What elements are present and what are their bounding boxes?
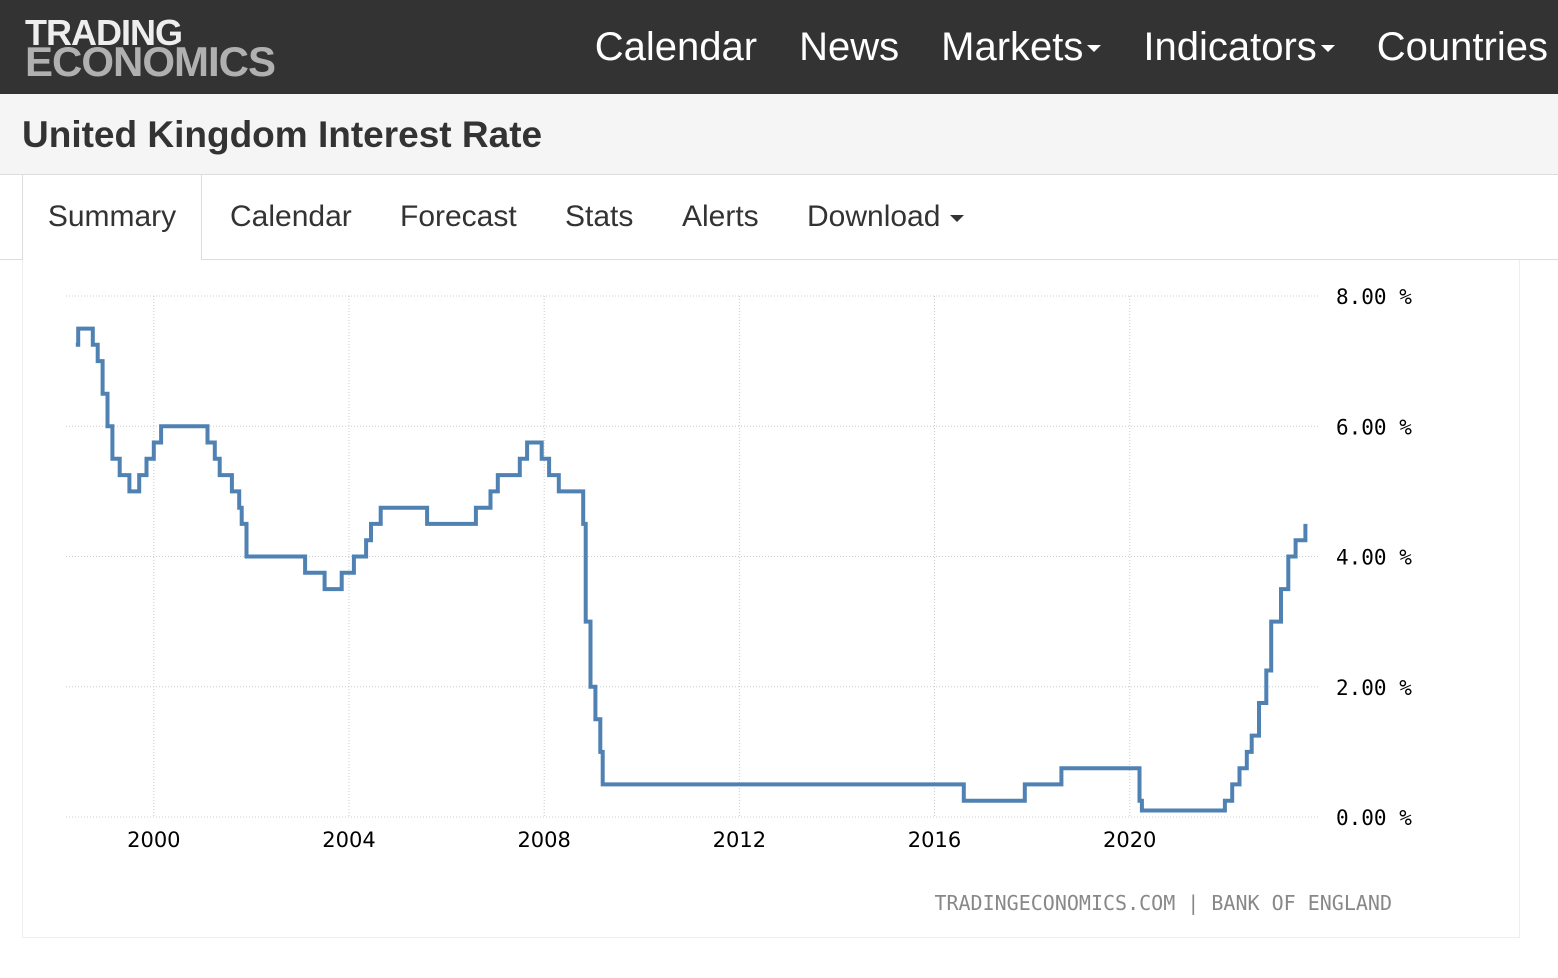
caret-down-icon [1320, 45, 1335, 53]
x-tick-label: 2000 [127, 828, 180, 852]
tab-label: Forecast [400, 200, 517, 233]
x-tick-label: 2020 [1103, 828, 1156, 852]
tab-forecast[interactable]: Forecast [400, 175, 517, 259]
y-tick-label: 6.00 % [1336, 415, 1412, 439]
nav-indicators[interactable]: Indicators [1143, 24, 1335, 70]
tab-label: Alerts [682, 200, 759, 233]
nav-markets[interactable]: Markets [941, 24, 1102, 70]
tab-label: Summary [47, 200, 177, 233]
tab-label: Download [807, 200, 941, 233]
nav-label: News [799, 24, 900, 69]
nav-label: Countries [1376, 24, 1548, 69]
x-tick-label: 2012 [713, 828, 766, 852]
nav-label: Calendar [594, 24, 758, 69]
source-attribution: TRADINGECONOMICS.COM | BANK OF ENGLAND [934, 891, 1392, 915]
nav-calendar[interactable]: Calendar [595, 25, 757, 70]
y-tick-label: 0.00 % [1336, 806, 1412, 830]
caret-down-icon [1087, 45, 1102, 53]
nav-countries[interactable]: Countries [1377, 25, 1548, 70]
logo-line-2: ECONOMICS [25, 38, 276, 85]
title-bar: United Kingdom Interest Rate [0, 94, 1558, 175]
tab-stats[interactable]: Stats [565, 175, 633, 259]
tab-summary[interactable]: Summary [22, 175, 202, 260]
series-line [75, 326, 1308, 813]
top-navbar: TRADING ECONOMICS Calendar News Markets Ind… [0, 0, 1558, 94]
x-tick-label: 2016 [908, 828, 961, 852]
x-tick-label: 2004 [322, 828, 375, 852]
y-tick-label: 2.00 % [1336, 676, 1412, 700]
nav-label: Markets [941, 24, 1084, 69]
trading-economics-logo[interactable]: TRADING ECONOMICS [25, 12, 276, 85]
x-tick-label: 2008 [517, 828, 570, 852]
tab-label: Calendar [230, 200, 352, 233]
nav-label: Indicators [1143, 24, 1317, 69]
y-tick-label: 4.00 % [1336, 546, 1412, 570]
nav-news[interactable]: News [799, 25, 899, 70]
y-tick-label: 8.00 % [1336, 285, 1412, 309]
tab-alerts[interactable]: Alerts [682, 175, 759, 259]
tab-download[interactable]: Download [807, 175, 965, 259]
tab-label: Stats [565, 200, 634, 233]
main-nav: Calendar News Markets Indicators Countries [553, 0, 1558, 94]
tab-calendar[interactable]: Calendar [230, 175, 352, 259]
interest-rate-chart: 0.00 % 2.00 % 4.00 % 6.00 % 8.00 % 2000 2004 20… [66, 285, 1412, 915]
logo-line-1: TRADING [25, 12, 183, 53]
caret-down-icon [950, 214, 965, 222]
chart-panel [22, 260, 1520, 938]
tab-bar: Summary Calendar Forecast Stats Alerts Downlo… [0, 175, 1558, 260]
page-title: United Kingdom Interest Rate [22, 114, 543, 155]
